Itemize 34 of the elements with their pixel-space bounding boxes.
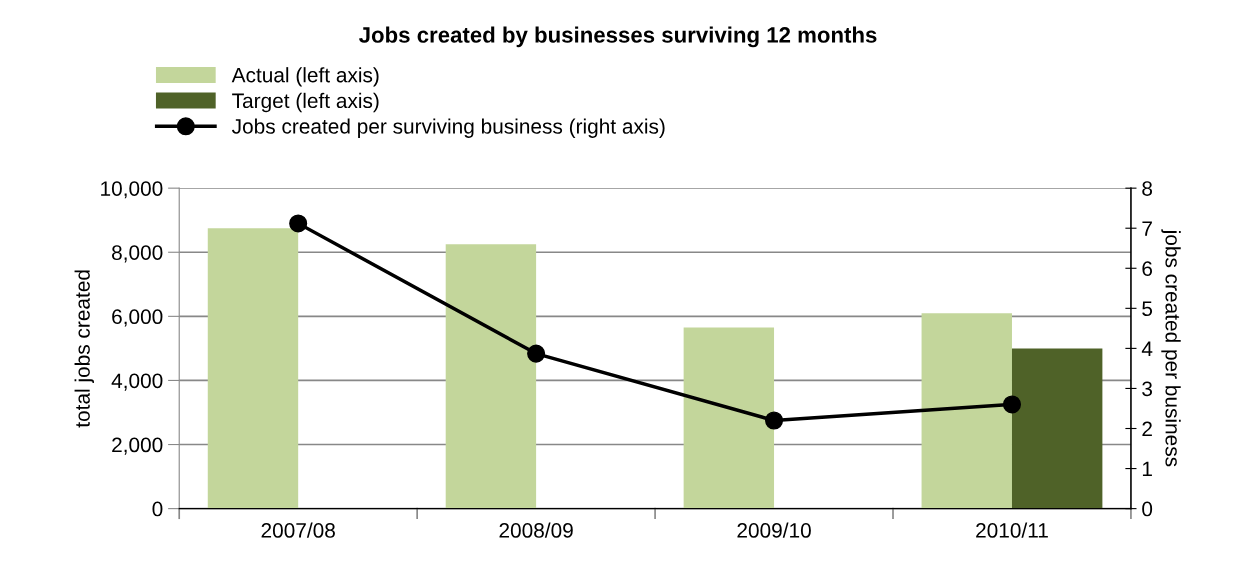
point [289,214,308,233]
bar [207,228,299,509]
legend-label: Actual (left axis) [231,67,379,87]
y2-tick-label: 6 [1142,261,1153,277]
x-tick-label: 2007/08 [261,522,335,538]
y-tick-label: 0 [152,501,163,517]
bar [445,244,537,509]
y2-tick-label: 8 [1142,181,1153,196]
y2-tick-label: 4 [1141,341,1153,356]
bar [1011,348,1103,509]
y2-tick-label: 0 [1142,501,1153,517]
y-tick-label: 6,000 [112,309,163,327]
point [765,411,784,430]
y2-tick-label: 3 [1142,381,1153,397]
x-tick-label: 2010/11 [976,522,1048,538]
bar [921,313,1012,509]
y2-tick-label: 1 [1142,461,1152,477]
y2-axis-title: jobs created per business [1161,229,1181,467]
y-tick-label: 10,000 [101,181,163,199]
y2-tick-label: 5 [1142,301,1153,317]
x-tick-label: 2009/10 [737,522,811,538]
y2-tick-label: 2 [1142,421,1152,437]
y-tick-label: 2,000 [112,437,163,455]
y2-tick-label: 7 [1142,221,1152,236]
point [527,344,546,363]
x-tick-label: 2008/09 [499,522,573,538]
y-axis-title: total jobs created [74,270,94,428]
y-tick-label: 4,000 [111,373,163,391]
legend-label: Target (left axis) [232,92,379,113]
point [1002,395,1022,414]
chart-title: Jobs created by businesses surviving 12 months [359,26,877,48]
bar [683,327,775,509]
y-tick-label: 8,000 [112,245,163,263]
legend-label: Jobs created per surviving business (right axis) [231,118,665,138]
